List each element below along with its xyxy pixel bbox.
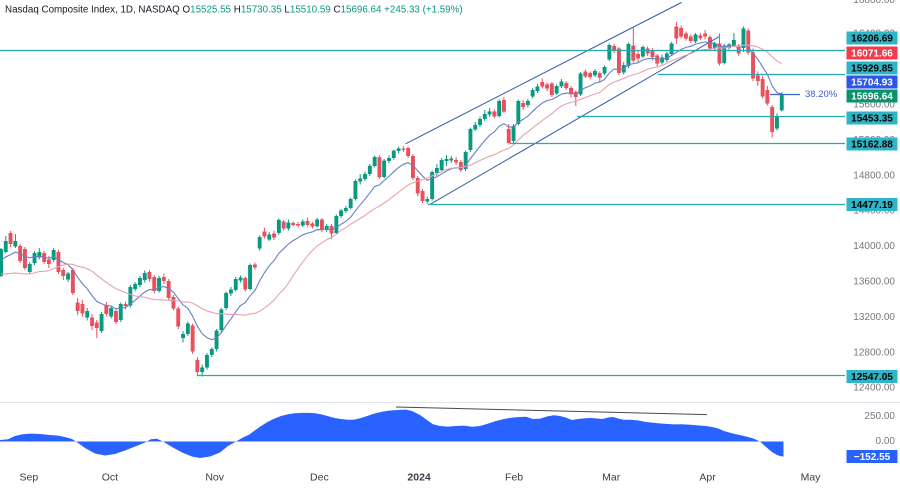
svg-text:Feb: Feb: [505, 472, 523, 484]
svg-text:−152.55: −152.55: [854, 452, 891, 463]
svg-text:12547.05: 12547.05: [851, 372, 893, 383]
svg-text:15696.64: 15696.64: [851, 92, 893, 103]
svg-text:15453.35: 15453.35: [851, 114, 893, 125]
svg-text:Dec: Dec: [310, 472, 329, 484]
svg-text:15600.00: 15600.00: [853, 99, 895, 110]
svg-text:13600.00: 13600.00: [853, 277, 895, 288]
svg-text:12800.00: 12800.00: [853, 347, 895, 358]
svg-text:14800.00: 14800.00: [853, 170, 895, 181]
svg-text:13200.00: 13200.00: [853, 312, 895, 323]
svg-text:14477.19: 14477.19: [851, 200, 893, 211]
svg-text:15162.88: 15162.88: [851, 140, 893, 151]
svg-text:38.20%: 38.20%: [805, 89, 838, 100]
svg-text:Mar: Mar: [602, 472, 621, 484]
svg-text:Sep: Sep: [20, 472, 39, 484]
svg-text:2024: 2024: [407, 472, 431, 484]
svg-text:250.00: 250.00: [864, 411, 895, 422]
svg-text:Nov: Nov: [205, 472, 224, 484]
svg-text:Apr: Apr: [699, 472, 716, 484]
svg-text:0.00: 0.00: [876, 436, 896, 447]
svg-text:15704.93: 15704.93: [851, 78, 893, 89]
svg-text:14000.00: 14000.00: [853, 241, 895, 252]
svg-text:Nasdaq Composite Index, 1D, NA: Nasdaq Composite Index, 1D, NASDAQ O1552…: [5, 5, 463, 16]
svg-text:Oct: Oct: [102, 472, 118, 484]
svg-text:16800.00: 16800.00: [853, 0, 895, 6]
svg-text:15929.85: 15929.85: [851, 64, 893, 75]
svg-text:16206.69: 16206.69: [851, 34, 893, 45]
svg-text:12400.00: 12400.00: [853, 383, 895, 394]
svg-text:16071.66: 16071.66: [851, 49, 893, 60]
svg-text:May: May: [801, 472, 822, 484]
svg-text:14400.00: 14400.00: [853, 206, 895, 217]
